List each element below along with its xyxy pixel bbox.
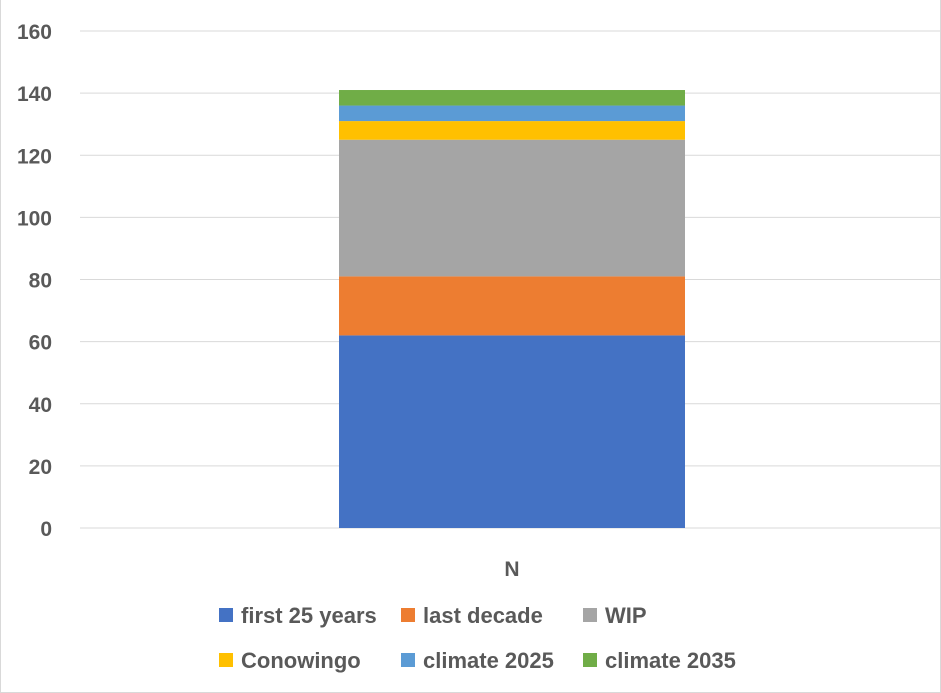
legend-item-last-decade: last decade bbox=[401, 603, 543, 628]
legend-label: last decade bbox=[423, 603, 543, 628]
bar-segment-climate-2025 bbox=[339, 105, 685, 122]
legend-item-climate-2035: climate 2035 bbox=[583, 648, 736, 673]
y-axis-tick-labels: 0 20 40 60 80 100 120 140 160 bbox=[17, 21, 52, 541]
legend-label: climate 2035 bbox=[605, 648, 736, 673]
y-tick-label: 140 bbox=[17, 83, 52, 106]
legend-label: climate 2025 bbox=[423, 648, 554, 673]
legend-swatch bbox=[219, 608, 233, 622]
y-tick-label: 60 bbox=[29, 332, 52, 355]
x-tick-label: N bbox=[504, 558, 519, 581]
x-axis-tick-labels: N bbox=[504, 558, 519, 581]
bar-segment-conowingo bbox=[339, 121, 685, 140]
bar-stack bbox=[339, 90, 685, 528]
legend-swatch bbox=[401, 608, 415, 622]
y-tick-label: 120 bbox=[17, 145, 52, 168]
legend-label: first 25 years bbox=[241, 603, 377, 628]
legend-swatch bbox=[583, 653, 597, 667]
legend-item-conowingo: Conowingo bbox=[219, 648, 361, 673]
y-tick-label: 0 bbox=[40, 518, 52, 541]
legend: first 25 years last decade WIP Conowingo cli… bbox=[219, 603, 736, 673]
legend-label: Conowingo bbox=[241, 648, 361, 673]
bar-segment-last-decade bbox=[339, 276, 685, 336]
legend-swatch bbox=[401, 653, 415, 667]
legend-swatch bbox=[583, 608, 597, 622]
bar-segment-climate-2035 bbox=[339, 90, 685, 106]
legend-label: WIP bbox=[605, 603, 647, 628]
y-tick-label: 40 bbox=[29, 394, 52, 417]
bar-segment-first-25-years bbox=[339, 335, 685, 528]
y-tick-label: 80 bbox=[29, 270, 52, 293]
y-tick-label: 100 bbox=[17, 207, 52, 230]
legend-item-wip: WIP bbox=[583, 603, 647, 628]
bar-segment-wip bbox=[339, 139, 685, 277]
legend-item-climate-2025: climate 2025 bbox=[401, 648, 554, 673]
y-tick-label: 160 bbox=[17, 21, 52, 44]
y-tick-label: 20 bbox=[29, 456, 52, 479]
legend-item-first-25-years: first 25 years bbox=[219, 603, 377, 628]
legend-swatch bbox=[219, 653, 233, 667]
